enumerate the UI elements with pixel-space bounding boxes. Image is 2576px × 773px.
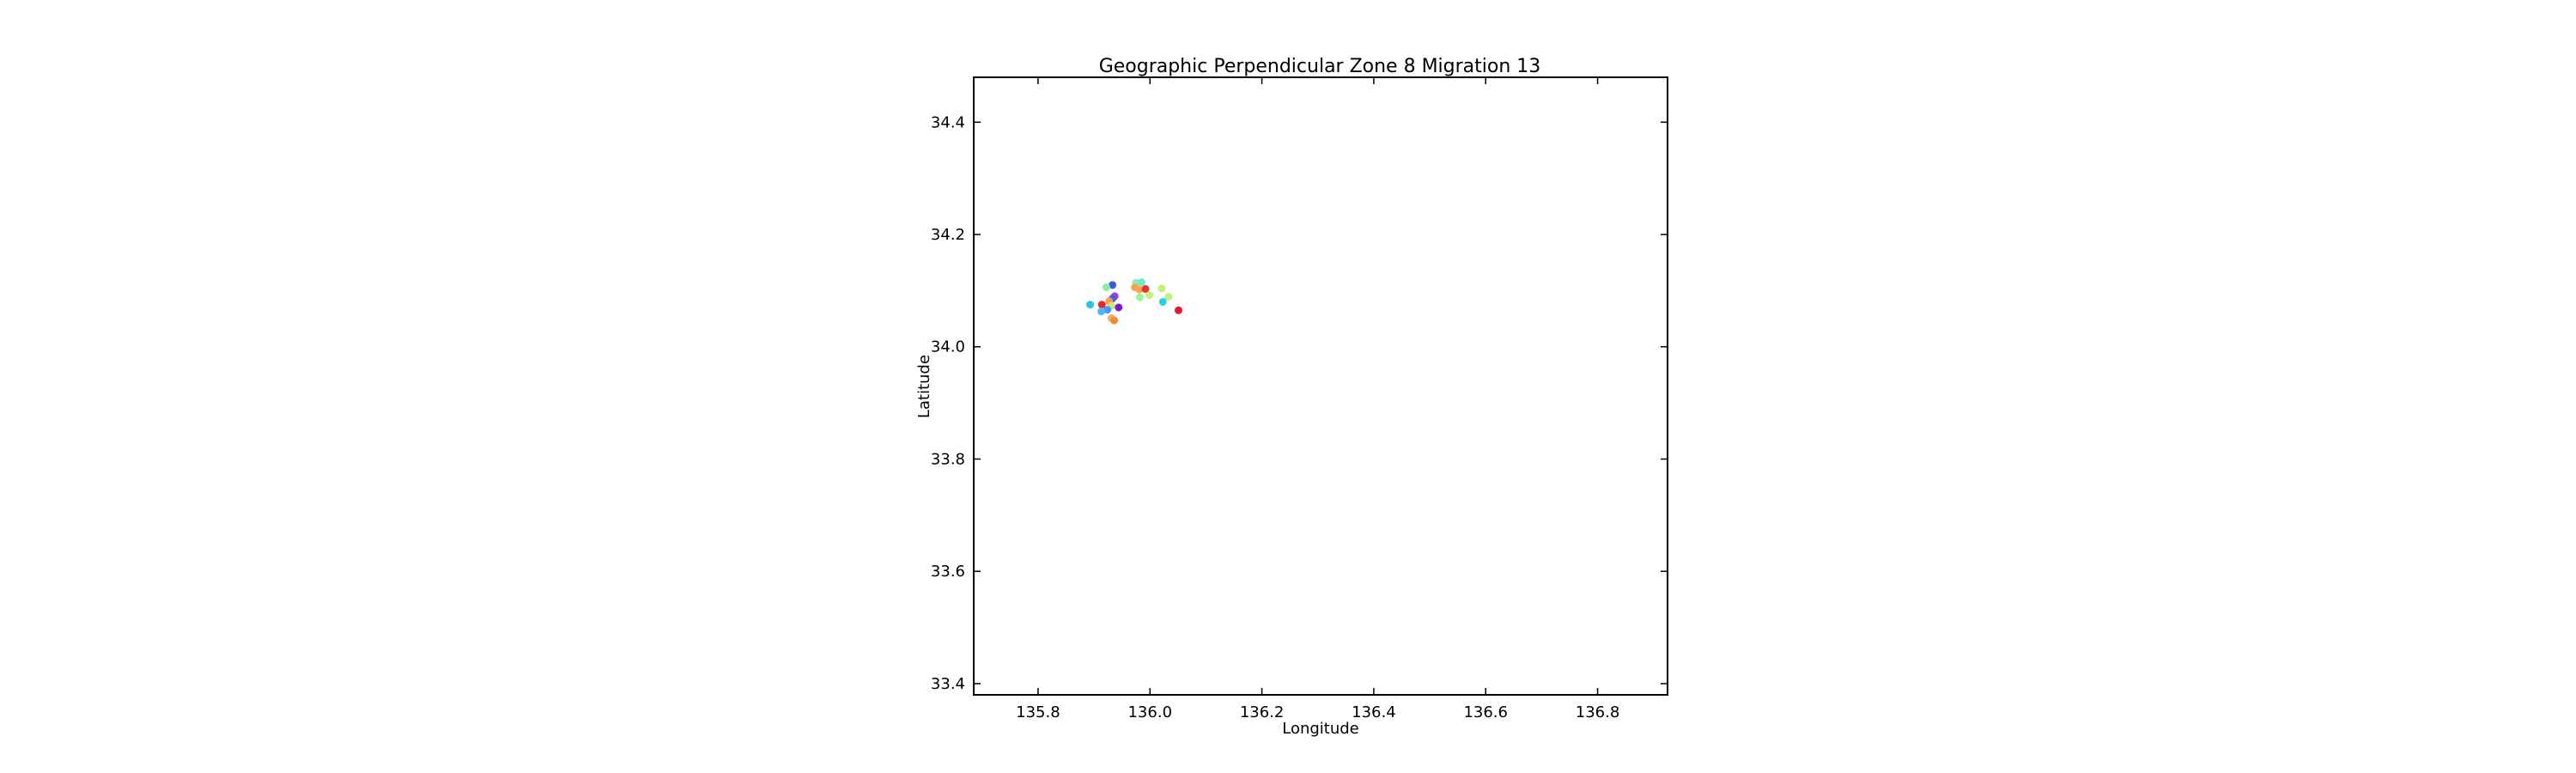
y-tick-label: 33.8	[931, 450, 965, 468]
data-point	[1136, 293, 1145, 301]
x-tick-label: 136.8	[1576, 703, 1620, 721]
y-tick-label: 34.2	[931, 226, 965, 244]
data-point	[1157, 284, 1166, 293]
data-point	[1109, 281, 1117, 289]
data-point	[1115, 303, 1123, 312]
x-axis-label: Longitude	[1282, 720, 1359, 738]
data-point	[1097, 301, 1106, 309]
y-tick-label: 34.0	[931, 338, 965, 356]
data-points	[1086, 278, 1182, 325]
x-tick-label: 136.4	[1352, 703, 1396, 721]
data-point	[1110, 316, 1119, 325]
data-point	[1158, 297, 1167, 306]
data-point	[1135, 285, 1144, 294]
data-point	[1145, 291, 1154, 300]
data-point	[1103, 306, 1112, 314]
data-point	[1174, 306, 1182, 314]
x-tick-label: 136.0	[1127, 703, 1172, 721]
data-point	[1164, 293, 1173, 301]
x-tick-label: 136.2	[1240, 703, 1285, 721]
y-tick-label: 33.6	[931, 563, 965, 581]
plot-area-frame	[973, 76, 1668, 696]
data-point	[1141, 284, 1150, 293]
y-tick-label: 33.4	[931, 675, 965, 693]
y-axis-label: Latitude	[915, 355, 933, 418]
axis-ticks: 135.8 136.0 136.2 136.4 136.6 136.8 33.4 33.6 33…	[931, 77, 1668, 721]
chart-title: Geographic Perpendicular Zone 8 Migratio…	[1099, 56, 1541, 77]
x-tick-label: 135.8	[1016, 703, 1060, 721]
x-tick-label: 136.6	[1463, 703, 1508, 721]
data-point	[1137, 278, 1145, 287]
data-point	[1086, 301, 1095, 309]
data-point	[1102, 283, 1110, 291]
data-point	[1097, 307, 1106, 316]
y-tick-label: 34.4	[931, 113, 965, 131]
